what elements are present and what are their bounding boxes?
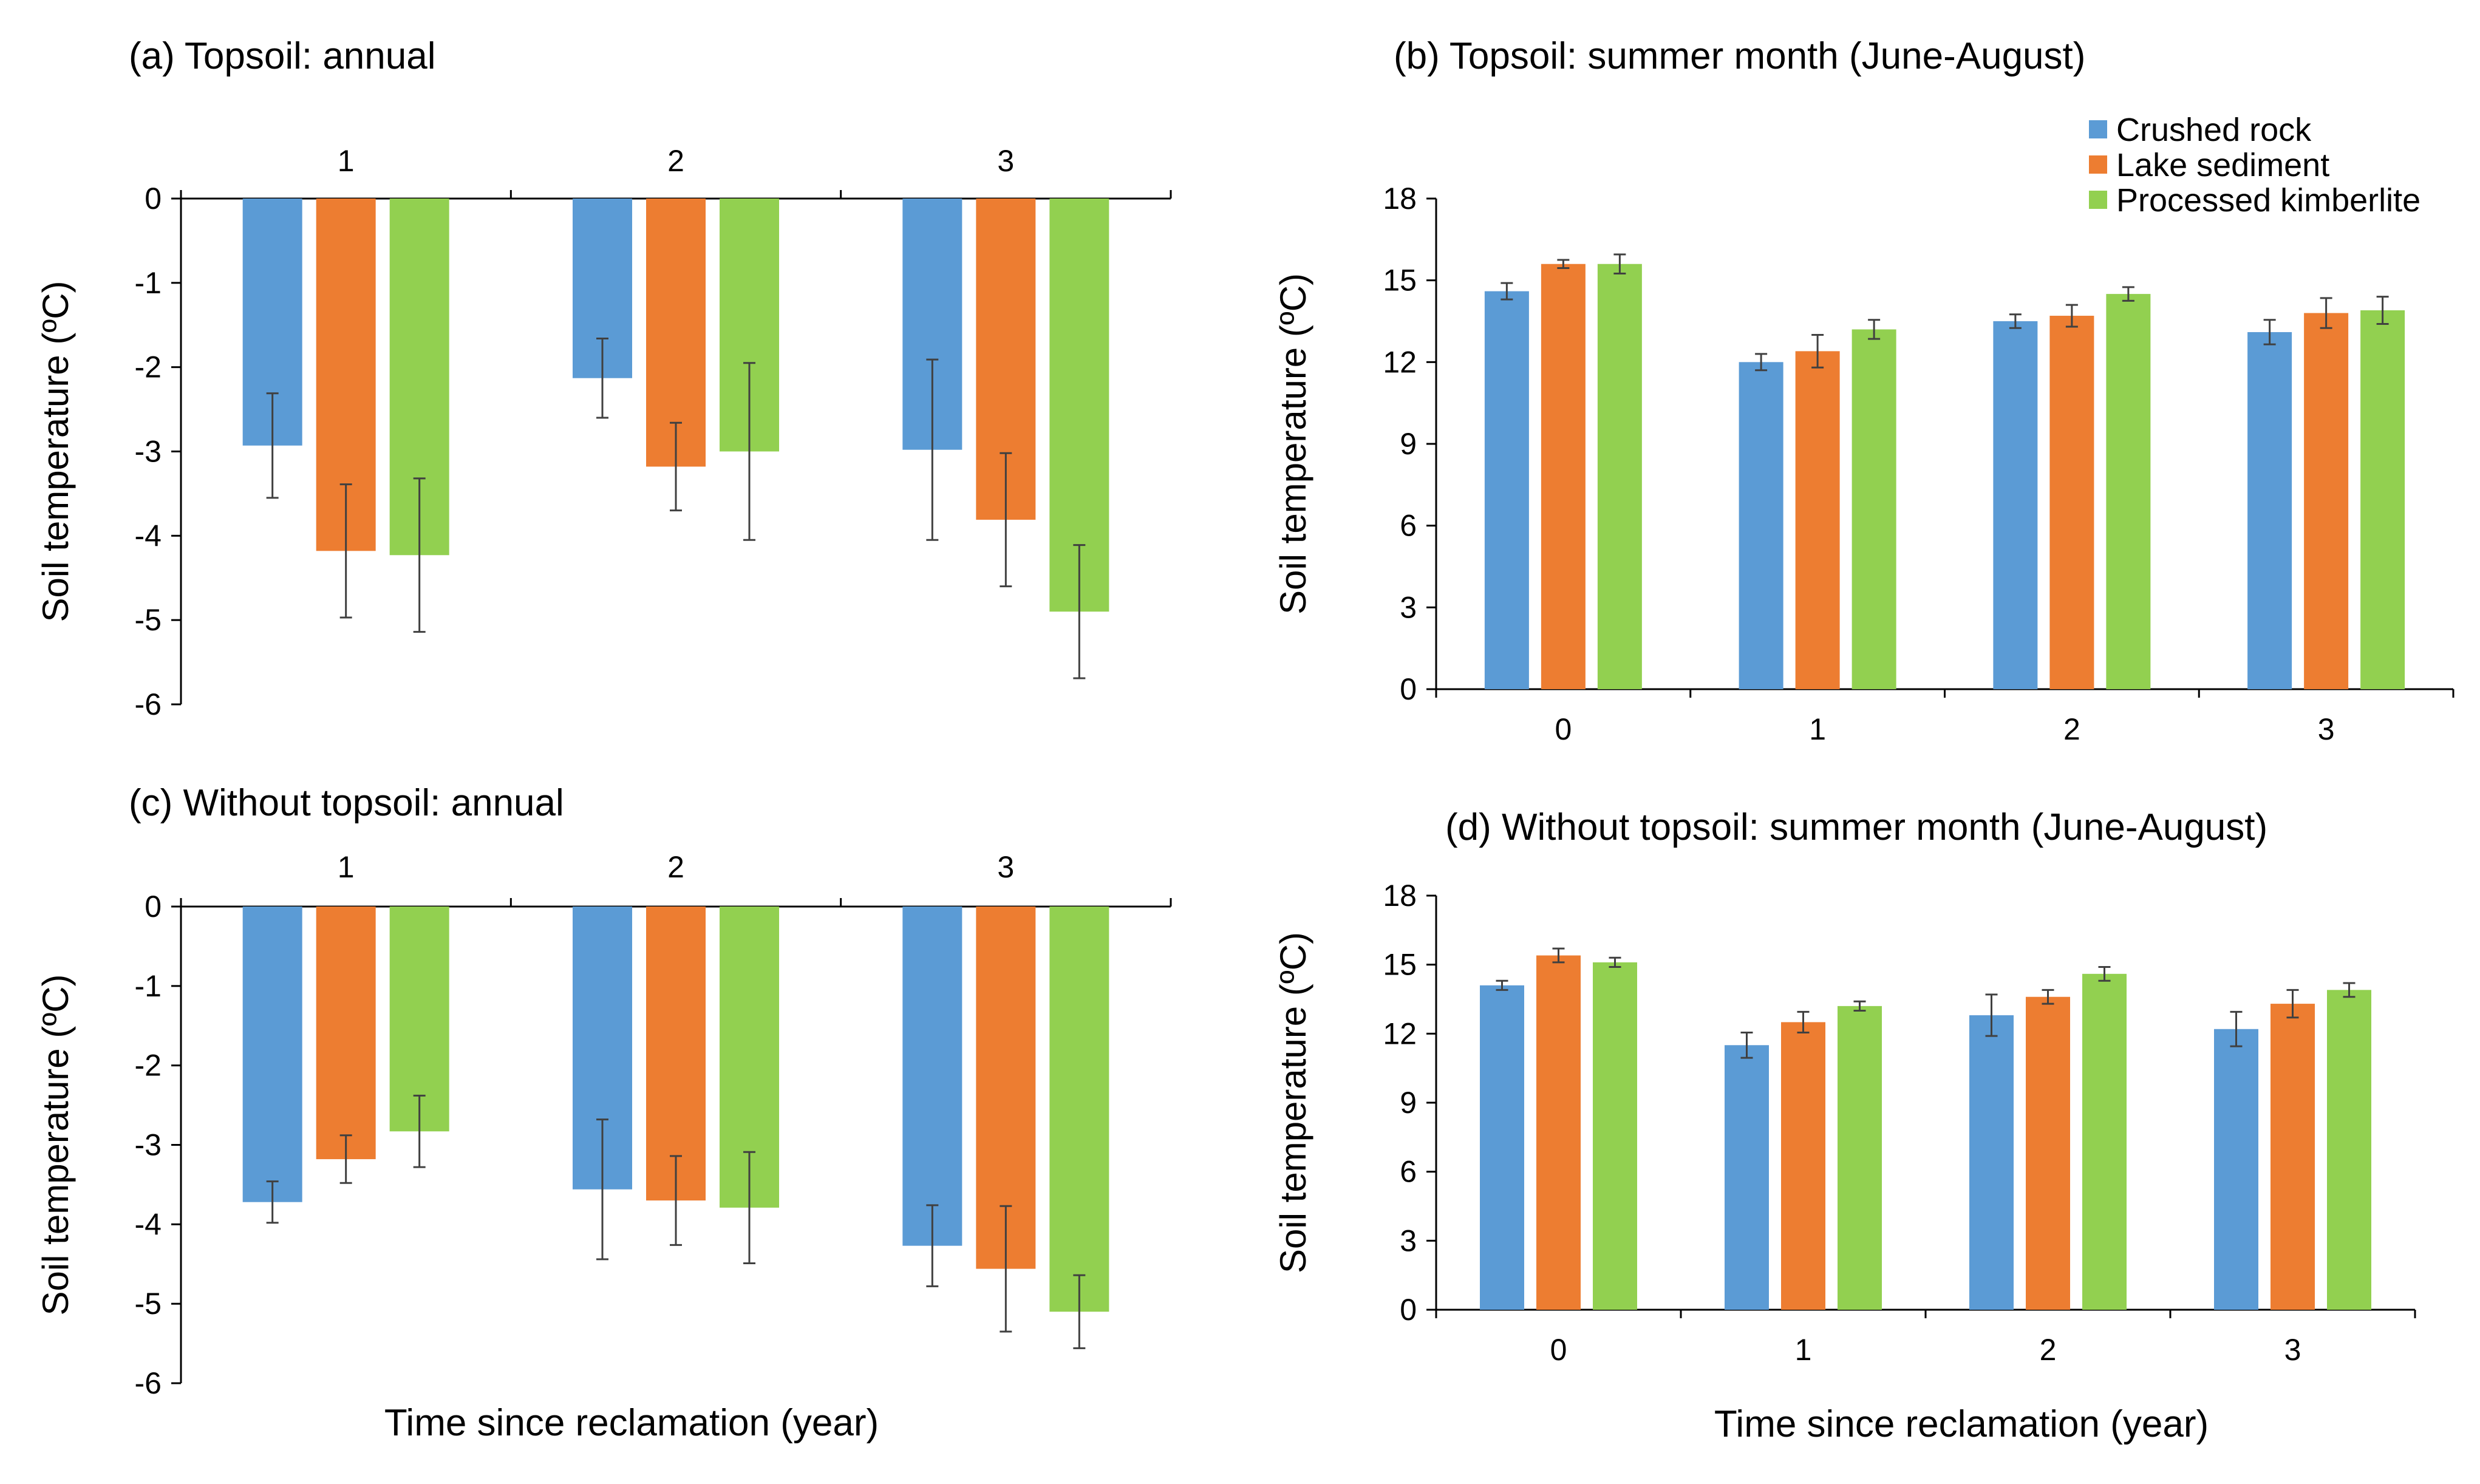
y-tick-label: -3 (135, 435, 162, 469)
x-axis-title: Time since reclamation (year) (384, 1402, 879, 1444)
y-tick-label: -2 (135, 350, 162, 384)
bar-crushed-rock (902, 907, 962, 1246)
bar-processed-kimberlite (1593, 962, 1637, 1310)
y-tick-label: 18 (1383, 879, 1417, 913)
y-tick-label: 9 (1400, 1086, 1417, 1120)
y-axis-title: Soil temperature (ºC) (1273, 273, 1313, 614)
bar-crushed-rock (2247, 332, 2292, 689)
bar-lake-sediment (1795, 351, 1840, 689)
y-tick-label: 9 (1400, 427, 1417, 461)
y-tick-label: -4 (135, 519, 162, 553)
x-tick-label: 2 (2040, 1333, 2057, 1367)
bar-processed-kimberlite (1838, 1006, 1882, 1310)
panel-a-topsoil-annual: (a) Topsoil: annual Soil temperature (ºC)… (35, 35, 1172, 721)
bar-crushed-rock (1480, 985, 1524, 1310)
bar-lake-sediment (1781, 1022, 1825, 1310)
panel-b-topsoil-summer: (b) Topsoil: summer month (June-August) S… (1273, 35, 2454, 746)
bar-lake-sediment (316, 907, 376, 1160)
y-tick-label: 3 (1400, 590, 1417, 624)
y-tick-label: -2 (135, 1049, 162, 1083)
x-tick-label: 0 (1555, 712, 1572, 746)
y-tick-label: 3 (1400, 1224, 1417, 1258)
bar-lake-sediment (1541, 264, 1586, 689)
y-tick-label: -4 (135, 1207, 162, 1241)
x-tick-label: 1 (338, 850, 355, 884)
x-tick-label: 3 (997, 144, 1014, 178)
bar-processed-kimberlite (1597, 264, 1642, 689)
panel-title: (c) Without topsoil: annual (129, 782, 564, 824)
x-tick-label: 3 (2284, 1333, 2301, 1367)
y-tick-label: 0 (1400, 1293, 1417, 1327)
legend-label-processed-kimberlite: Processed kimberlite (2116, 182, 2420, 219)
y-tick-label: 12 (1383, 345, 1417, 379)
panel-d-without-topsoil-summer: (d) Without topsoil: summer month (June-… (1273, 806, 2416, 1445)
bar-lake-sediment (2270, 1004, 2315, 1310)
legend-label-crushed-rock: Crushed rock (2116, 112, 2312, 148)
x-tick-label: 3 (997, 850, 1014, 884)
bar-crushed-rock (1969, 1015, 2014, 1310)
x-tick-label: 1 (1809, 712, 1826, 746)
bar-crushed-rock (242, 907, 302, 1202)
panel-title: (d) Without topsoil: summer month (June-… (1445, 806, 2267, 848)
x-axis-title: Time since reclamation (year) (1714, 1403, 2209, 1445)
y-tick-label: 15 (1383, 264, 1417, 298)
bar-crushed-rock (1725, 1045, 1769, 1310)
legend: Crushed rock Lake sediment Processed kim… (2089, 112, 2420, 219)
y-tick-label: -1 (135, 969, 162, 1003)
y-tick-label: 18 (1383, 182, 1417, 216)
y-tick-label: -5 (135, 603, 162, 637)
y-axis-title: Soil temperature (ºC) (35, 974, 76, 1315)
bar-crushed-rock (1993, 321, 2038, 689)
y-tick-label: -5 (135, 1287, 162, 1321)
y-tick-label: 0 (1400, 672, 1417, 706)
panel-title: (b) Topsoil: summer month (June-August) (1394, 35, 2085, 77)
x-tick-label: 1 (1795, 1333, 1812, 1367)
bar-lake-sediment (1536, 955, 1581, 1310)
x-tick-label: 0 (1550, 1333, 1567, 1367)
bar-lake-sediment (2049, 316, 2094, 689)
y-tick-label: 0 (145, 182, 162, 216)
y-tick-label: -6 (135, 687, 162, 721)
x-tick-label: 2 (667, 850, 684, 884)
bar-processed-kimberlite (1049, 199, 1109, 612)
y-tick-label: 15 (1383, 948, 1417, 982)
y-axis-title: Soil temperature (ºC) (35, 281, 76, 622)
bar-processed-kimberlite (2327, 990, 2371, 1310)
bar-lake-sediment (2026, 996, 2070, 1310)
bar-processed-kimberlite (1049, 907, 1109, 1312)
panel-title: (a) Topsoil: annual (129, 35, 436, 77)
bar-lake-sediment (646, 907, 706, 1201)
legend-swatch-lake-sediment (2089, 155, 2107, 174)
bar-processed-kimberlite (2106, 294, 2151, 690)
legend-label-lake-sediment: Lake sediment (2116, 147, 2329, 183)
x-tick-label: 3 (2318, 712, 2335, 746)
bar-processed-kimberlite (1851, 329, 1896, 689)
bar-crushed-rock (2214, 1029, 2258, 1310)
legend-swatch-processed-kimberlite (2089, 191, 2107, 209)
y-tick-label: 0 (145, 890, 162, 924)
bar-processed-kimberlite (389, 907, 449, 1132)
y-axis-title: Soil temperature (ºC) (1273, 932, 1313, 1273)
y-tick-label: -1 (135, 266, 162, 300)
bar-crushed-rock (1484, 291, 1529, 690)
y-tick-label: -6 (135, 1366, 162, 1400)
x-tick-label: 2 (2063, 712, 2080, 746)
y-tick-label: 12 (1383, 1016, 1417, 1050)
x-tick-label: 1 (338, 144, 355, 178)
bar-processed-kimberlite (2360, 310, 2405, 689)
bar-processed-kimberlite (2082, 973, 2127, 1310)
y-tick-label: -3 (135, 1128, 162, 1162)
y-tick-label: 6 (1400, 509, 1417, 543)
bar-crushed-rock (1739, 362, 1783, 689)
x-tick-label: 2 (667, 144, 684, 178)
bar-lake-sediment (2304, 313, 2349, 689)
panel-c-without-topsoil-annual: (c) Without topsoil: annual Soil temperat… (35, 782, 1172, 1444)
y-tick-label: 6 (1400, 1155, 1417, 1189)
legend-swatch-crushed-rock (2089, 120, 2107, 138)
